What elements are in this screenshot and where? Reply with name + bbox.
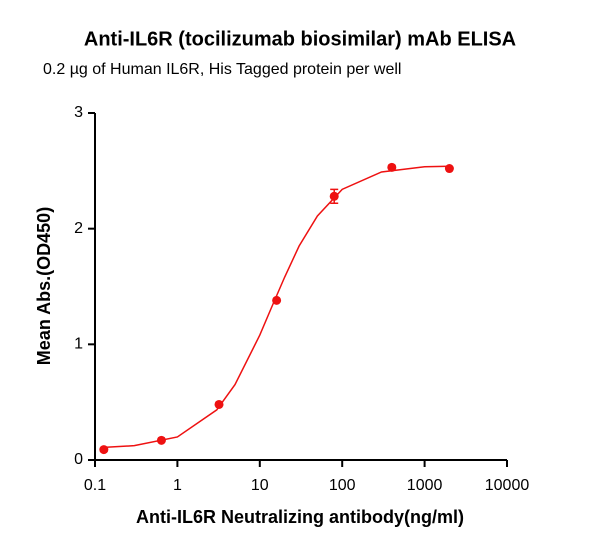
x-tick-label: 1000 (407, 477, 443, 494)
x-tick-label: 1 (173, 477, 182, 494)
data-point (272, 295, 282, 305)
x-tick-label: 100 (329, 477, 356, 494)
data-point (214, 399, 224, 409)
y-tick-label: 3 (74, 104, 83, 121)
x-tick-label: 10 (251, 477, 269, 494)
data-point (156, 435, 166, 445)
y-tick-label: 2 (74, 220, 83, 237)
fit-curve (103, 165, 450, 449)
x-tick-label: 0.1 (84, 477, 106, 494)
y-axis-label: Mean Abs.(OD450) (34, 207, 54, 365)
x-tick-label: 10000 (485, 477, 530, 494)
y-tick-label: 0 (74, 451, 83, 468)
data-point (99, 445, 109, 455)
data-point (387, 162, 397, 172)
chart-subtitle: 0.2 µg of Human IL6R, His Tagged protein… (43, 61, 401, 78)
chart-title: Anti-IL6R (tocilizumab biosimilar) mAb E… (84, 28, 516, 50)
x-axis-label: Anti-IL6R Neutralizing antibody(ng/ml) (136, 507, 464, 527)
data-point (444, 164, 454, 174)
data-point (329, 191, 339, 201)
y-tick-label: 1 (74, 336, 83, 353)
